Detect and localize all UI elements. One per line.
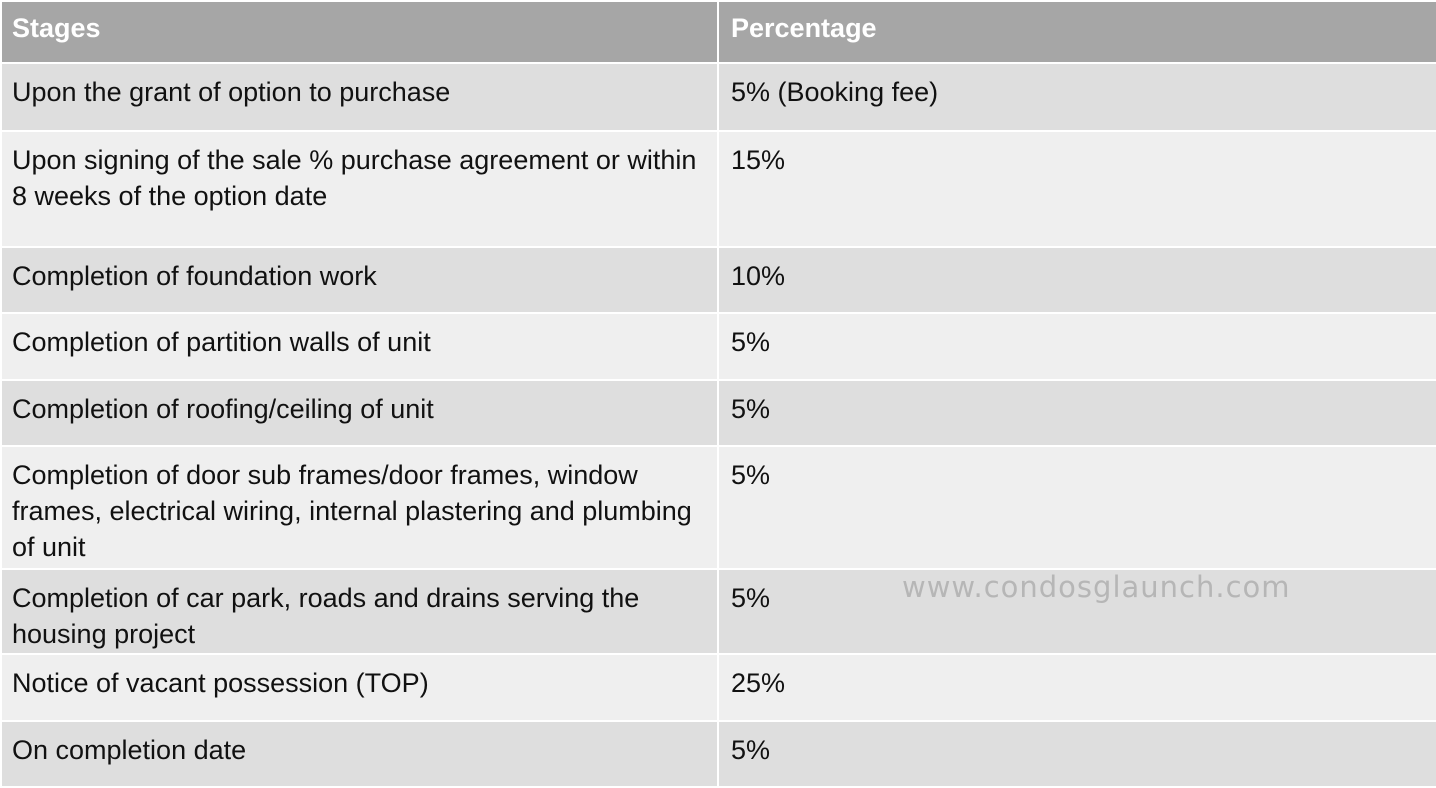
table-row: On completion date 5% (0, 720, 1436, 788)
percentage-cell: 15% (717, 130, 1436, 248)
percentage-cell: 5% (717, 379, 1436, 447)
table-row: Notice of vacant possession (TOP) 25% (0, 653, 1436, 722)
stage-cell: Upon the grant of option to purchase (0, 62, 719, 132)
stage-cell: Upon signing of the sale % purchase agre… (0, 130, 719, 248)
stage-cell: Notice of vacant possession (TOP) (0, 653, 719, 722)
table-row: Upon signing of the sale % purchase agre… (0, 130, 1436, 248)
table-row: Completion of car park, roads and drains… (0, 568, 1436, 655)
stage-cell: Completion of roofing/ceiling of unit (0, 379, 719, 447)
percentage-cell: 5% (717, 445, 1436, 570)
stage-cell: Completion of door sub frames/door frame… (0, 445, 719, 570)
percentage-cell: 5% (717, 312, 1436, 381)
percentage-cell: 10% (717, 246, 1436, 314)
table-row: Completion of door sub frames/door frame… (0, 445, 1436, 570)
percentage-cell: 25% (717, 653, 1436, 722)
table-row: Completion of roofing/ceiling of unit 5% (0, 379, 1436, 447)
table-row: Completion of partition walls of unit 5% (0, 312, 1436, 381)
stage-cell: Completion of foundation work (0, 246, 719, 314)
header-percentage: Percentage (717, 0, 1436, 64)
stage-cell: Completion of car park, roads and drains… (0, 568, 719, 655)
table-row: Completion of foundation work 10% (0, 246, 1436, 314)
table-row: Upon the grant of option to purchase 5% … (0, 62, 1436, 132)
percentage-cell: 5% (717, 720, 1436, 788)
stage-cell: On completion date (0, 720, 719, 788)
header-stages: Stages (0, 0, 719, 64)
table-header-row: Stages Percentage (0, 0, 1436, 64)
site-watermark: www.condosglaunch.com (902, 570, 1291, 604)
percentage-cell: 5% (717, 568, 1436, 655)
stage-cell: Completion of partition walls of unit (0, 312, 719, 381)
percentage-cell: 5% (Booking fee) (717, 62, 1436, 132)
